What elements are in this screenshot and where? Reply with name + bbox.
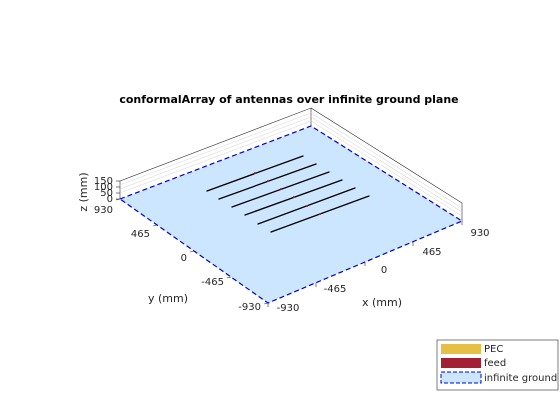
x-tick-label: -465 bbox=[324, 284, 347, 295]
legend-swatch-ground bbox=[440, 371, 482, 384]
ground-plane bbox=[118, 125, 464, 304]
y-tick-label: 0 bbox=[181, 253, 187, 264]
feed-point bbox=[280, 188, 282, 190]
x-tick-labels: -930 -465 0 465 930 bbox=[277, 228, 490, 314]
legend-label-ground: infinite ground bbox=[484, 373, 557, 384]
feed-point bbox=[319, 213, 321, 215]
z-tick-label: 0 bbox=[107, 194, 113, 205]
legend-swatch-pec bbox=[441, 344, 481, 354]
y-tick-label: 930 bbox=[94, 205, 113, 216]
feed-point bbox=[267, 180, 269, 182]
y-axis-label: y (mm) bbox=[148, 292, 188, 305]
y-tick-label: -465 bbox=[201, 277, 224, 288]
axes-box bbox=[119, 107, 463, 221]
feed-point bbox=[293, 196, 295, 198]
z-tick-labels: 0 50 100 150 bbox=[94, 176, 113, 205]
feed-points bbox=[254, 172, 321, 215]
legend: PEC feed infinite ground bbox=[436, 339, 559, 391]
legend-label-pec: PEC bbox=[484, 344, 503, 355]
y-tick-labels: -930 -465 0 465 930 bbox=[94, 205, 261, 313]
x-tick-label: 465 bbox=[422, 247, 441, 258]
grid-lines bbox=[119, 112, 463, 217]
z-axis-label: z (mm) bbox=[77, 172, 90, 211]
x-tick-label: 930 bbox=[470, 228, 489, 239]
feed-point bbox=[254, 172, 256, 174]
legend-swatch-feed bbox=[441, 358, 481, 368]
tick-marks bbox=[115, 180, 463, 307]
x-tick-label: 0 bbox=[381, 265, 387, 276]
back-edge-right bbox=[310, 107, 463, 221]
z-tick-label: 100 bbox=[94, 182, 113, 193]
z-tick-label: 50 bbox=[100, 188, 113, 199]
plot-title: conformalArray of antennas over infinite… bbox=[119, 93, 458, 106]
x-axis-label: x (mm) bbox=[362, 296, 402, 309]
x-tick-label: -930 bbox=[277, 303, 300, 314]
z-tick-label: 150 bbox=[94, 176, 113, 187]
y-tick-label: 465 bbox=[131, 229, 150, 240]
feed-point bbox=[306, 205, 308, 207]
y-tick-label: -930 bbox=[238, 302, 261, 313]
legend-label-feed: feed bbox=[484, 358, 506, 369]
